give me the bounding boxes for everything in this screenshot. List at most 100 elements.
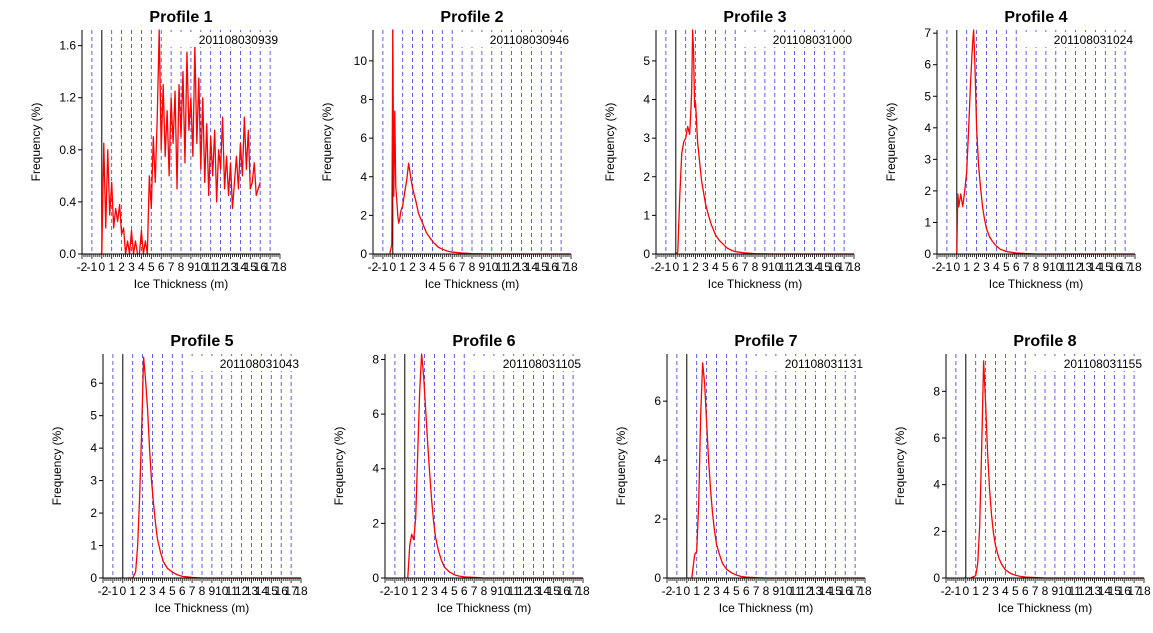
x-tick-label: -1 xyxy=(87,260,98,274)
x-tick-label: 17 xyxy=(837,260,851,274)
x-tick-label: 3 xyxy=(419,260,426,274)
x-tick-label: 13 xyxy=(798,260,812,274)
x-axis-label: Ice Thickness (m) xyxy=(719,601,813,615)
x-tick-label: 10 xyxy=(497,584,511,598)
y-tick-label: 1.2 xyxy=(59,91,76,105)
x-tick-label: 17 xyxy=(1127,584,1141,598)
x-tick-label: 9 xyxy=(209,584,216,598)
x-tick-label: 5 xyxy=(148,260,155,274)
x-tick-label: 12 xyxy=(235,584,249,598)
frequency-series-line xyxy=(99,29,261,255)
y-tick-label: 0 xyxy=(924,247,931,261)
x-tick-label: 1 xyxy=(972,584,979,598)
y-tick-label: 3 xyxy=(924,152,931,166)
y-tick-label: 6 xyxy=(654,394,661,408)
x-tick-label: 2 xyxy=(692,260,699,274)
x-tick-label: 18 xyxy=(273,260,287,274)
x-tick-label: 1 xyxy=(399,260,406,274)
x-tick-label: 14 xyxy=(525,260,539,274)
x-tick-label: -2 xyxy=(662,584,673,598)
x-tick-label: 0 xyxy=(672,260,679,274)
x-tick-label: 14 xyxy=(1089,260,1103,274)
annotation-background xyxy=(1034,356,1142,371)
x-tick-label: 18 xyxy=(1128,260,1142,274)
x-tick-label: 7 xyxy=(742,260,749,274)
y-axis-label: Frequency (%) xyxy=(614,427,628,506)
x-axis-label: Ice Thickness (m) xyxy=(708,277,802,291)
x-tick-label: -1 xyxy=(661,260,672,274)
y-tick-label: 0 xyxy=(643,247,650,261)
frequency-series-line xyxy=(407,353,583,579)
x-tick-label: 8 xyxy=(763,584,770,598)
y-tick-label: 6 xyxy=(933,431,940,445)
y-tick-label: 3 xyxy=(90,474,97,488)
x-tick-label: 0 xyxy=(98,260,105,274)
frequency-series-line xyxy=(970,360,1144,579)
y-tick-label: 2 xyxy=(360,208,367,222)
x-tick-label: 4 xyxy=(993,260,1000,274)
x-tick-label: 4 xyxy=(159,584,166,598)
annotation-background xyxy=(1025,32,1133,47)
x-tick-label: 10 xyxy=(1058,584,1072,598)
x-tick-label: -1 xyxy=(390,584,401,598)
x-tick-label: 7 xyxy=(459,260,466,274)
x-tick-label: 16 xyxy=(1118,584,1132,598)
y-tick-label: 0 xyxy=(360,247,367,261)
x-tick-label: 1 xyxy=(963,260,970,274)
x-tick-label: 9 xyxy=(491,584,498,598)
x-tick-label: 0 xyxy=(389,260,396,274)
annotation-background xyxy=(191,356,299,371)
frequency-series-line xyxy=(675,29,854,255)
x-tick-label: 18 xyxy=(858,584,872,598)
x-axis-label: Ice Thickness (m) xyxy=(155,601,249,615)
x-tick-label: 11 xyxy=(778,260,791,274)
y-tick-label: 1 xyxy=(90,539,97,553)
y-tick-label: 4 xyxy=(90,441,97,455)
grid-lines xyxy=(112,354,292,578)
x-axis-label: Ice Thickness (m) xyxy=(425,277,519,291)
x-tick-label: 14 xyxy=(808,260,822,274)
x-tick-label: 12 xyxy=(517,584,531,598)
x-tick-label: 13 xyxy=(1088,584,1102,598)
x-tick-label: -2 xyxy=(932,260,943,274)
x-tick-label: 7 xyxy=(753,584,760,598)
x-tick-label: 11 xyxy=(225,584,238,598)
x-tick-label: 6 xyxy=(449,260,456,274)
x-tick-label: 3 xyxy=(128,260,135,274)
y-tick-label: 1 xyxy=(924,215,931,229)
x-tick-label: 13 xyxy=(1079,260,1093,274)
x-tick-label: 14 xyxy=(1098,584,1112,598)
x-tick-label: 1 xyxy=(411,584,418,598)
x-tick-label: -1 xyxy=(378,260,389,274)
x-tick-label: 8 xyxy=(1042,584,1049,598)
x-tick-label: 8 xyxy=(1033,260,1040,274)
chart-title: Profile 1 xyxy=(149,9,212,26)
x-tick-label: 5 xyxy=(722,260,729,274)
y-axis-label: Frequency (%) xyxy=(884,103,898,182)
x-tick-label: -2 xyxy=(98,584,109,598)
x-tick-label: 15 xyxy=(1099,260,1113,274)
y-tick-label: 4 xyxy=(643,93,650,107)
x-tick-label: 2 xyxy=(973,260,980,274)
frequency-series-line xyxy=(127,356,301,579)
x-tick-label: 11 xyxy=(507,584,520,598)
x-tick-label: 0 xyxy=(962,584,969,598)
x-tick-label: 17 xyxy=(284,584,298,598)
y-tick-label: 6 xyxy=(360,131,367,145)
y-tick-label: 4 xyxy=(924,121,931,135)
x-tick-label: 7 xyxy=(189,584,196,598)
x-tick-label: 1 xyxy=(682,260,689,274)
y-axis-label: Frequency (%) xyxy=(320,103,334,182)
x-tick-label: 15 xyxy=(265,584,279,598)
y-tick-label: 2 xyxy=(654,512,661,526)
x-tick-label: 18 xyxy=(564,260,578,274)
x-tick-label: 1 xyxy=(108,260,115,274)
x-tick-label: 18 xyxy=(576,584,590,598)
x-tick-label: 8 xyxy=(481,584,488,598)
x-tick-label: -2 xyxy=(380,584,391,598)
x-tick-label: 4 xyxy=(138,260,145,274)
x-tick-label: 14 xyxy=(819,584,833,598)
y-tick-label: 4 xyxy=(654,453,661,467)
x-tick-label: 14 xyxy=(255,584,269,598)
